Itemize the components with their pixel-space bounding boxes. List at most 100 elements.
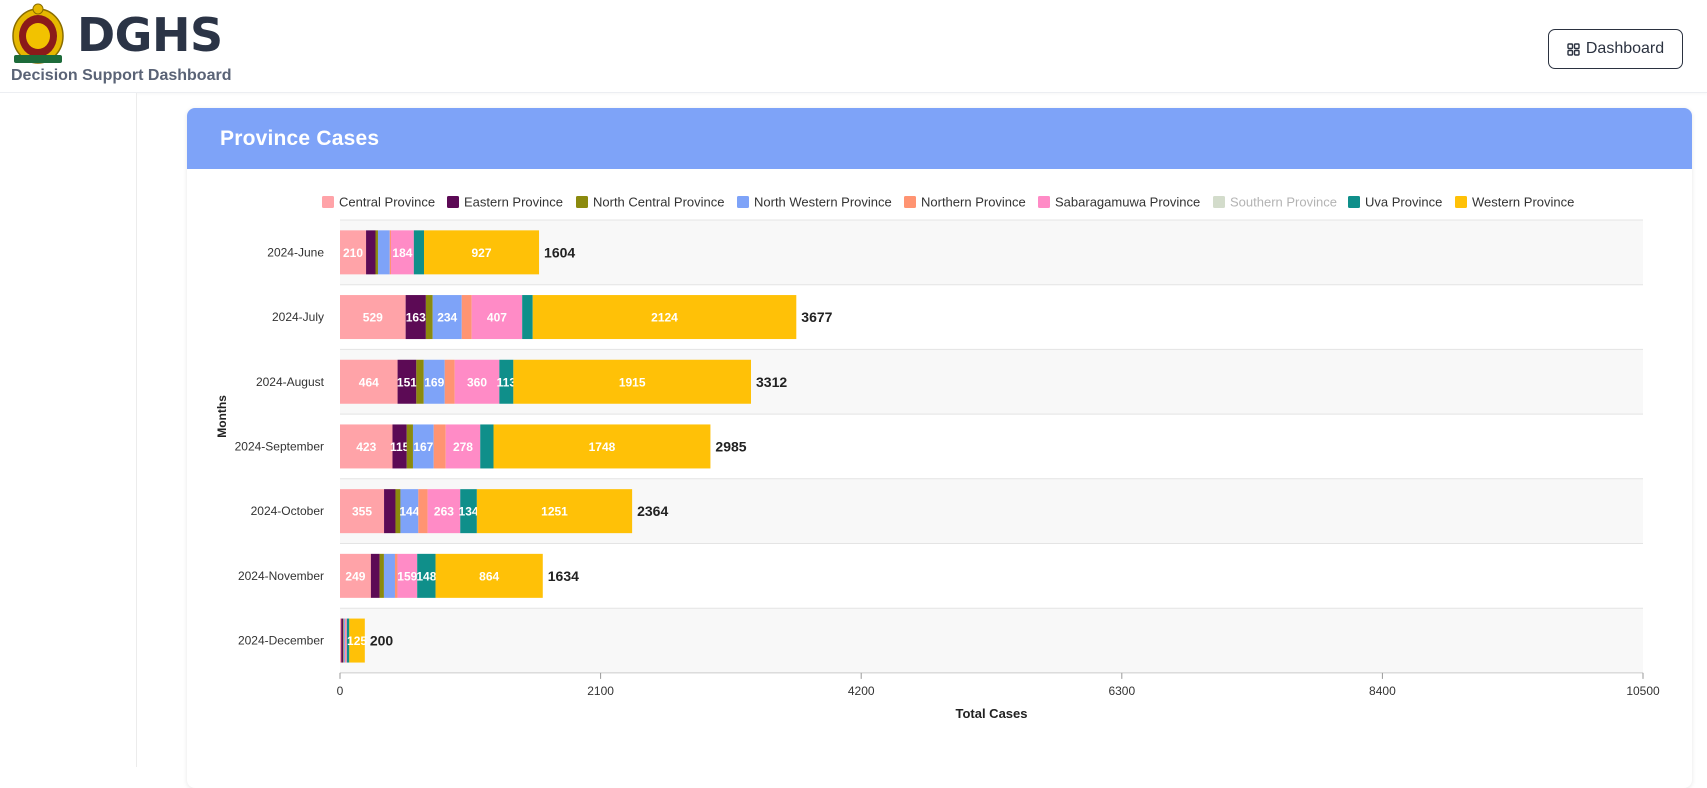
bar-segment[interactable] — [532, 295, 797, 340]
bar-value-label: 1251 — [541, 505, 568, 519]
x-tick-label: 10500 — [1626, 684, 1660, 698]
bar-segment[interactable] — [340, 489, 385, 534]
bar-segment[interactable] — [395, 489, 401, 534]
legend-swatch[interactable] — [576, 196, 588, 208]
legend-item-label[interactable]: Western Province — [1472, 195, 1574, 210]
bar-segment[interactable] — [435, 553, 543, 598]
bar-value-label: 355 — [352, 505, 372, 519]
bar-segment[interactable] — [384, 489, 396, 534]
bar-segment[interactable] — [340, 230, 367, 275]
bar-segment[interactable] — [423, 359, 445, 404]
bar-value-label: 464 — [359, 375, 379, 389]
bar-segment[interactable] — [461, 295, 472, 340]
bar-segment[interactable] — [493, 424, 711, 469]
bar-segment[interactable] — [370, 553, 380, 598]
bar-segment[interactable] — [416, 359, 424, 404]
brand-subtitle: Decision Support Dashboard — [11, 67, 232, 84]
bar-value-label: 234 — [437, 311, 457, 325]
legend-swatch[interactable] — [1455, 196, 1467, 208]
bar-segment[interactable] — [391, 230, 414, 275]
dashboard-button[interactable]: Dashboard — [1548, 29, 1683, 69]
bar-segment[interactable] — [340, 618, 342, 663]
bar-segment[interactable] — [383, 553, 395, 598]
bar-segment[interactable] — [377, 230, 390, 275]
bar-segment[interactable] — [417, 553, 436, 598]
bar-segment[interactable] — [499, 359, 514, 404]
bar-segment[interactable] — [344, 618, 346, 663]
bar-segment[interactable] — [476, 489, 633, 534]
bar-segment[interactable] — [460, 489, 477, 534]
legend-swatch[interactable] — [904, 196, 916, 208]
bar-segment[interactable] — [397, 553, 418, 598]
sidebar-area — [0, 93, 137, 767]
bar-segment[interactable] — [340, 553, 371, 598]
bar-segment[interactable] — [444, 359, 455, 404]
bar-segment[interactable] — [413, 230, 425, 275]
bar-segment[interactable] — [392, 424, 407, 469]
bar-segment[interactable] — [424, 230, 540, 275]
bar-segment[interactable] — [418, 489, 428, 534]
bar-segment[interactable] — [432, 295, 462, 340]
legend-item-label[interactable]: Sabaragamuwa Province — [1055, 195, 1200, 210]
bar-segment[interactable] — [340, 295, 406, 340]
legend-item-label[interactable]: North Central Province — [593, 195, 725, 210]
bar-total-label: 2364 — [637, 503, 668, 519]
legend-item-label[interactable]: Uva Province — [1365, 195, 1442, 210]
bar-segment[interactable] — [454, 359, 500, 404]
bar-value-label: 278 — [453, 440, 473, 454]
bar-value-label: 125 — [347, 634, 367, 648]
bar-segment[interactable] — [405, 295, 426, 340]
legend-item-label[interactable]: North Western Province — [754, 195, 892, 210]
bar-segment[interactable] — [412, 424, 434, 469]
legend-swatch[interactable] — [1348, 196, 1360, 208]
bar-segment[interactable] — [343, 618, 345, 663]
x-tick-label: 4200 — [848, 684, 875, 698]
bar-total-label: 2985 — [715, 438, 746, 454]
bar-segment[interactable] — [406, 424, 413, 469]
bar-segment[interactable] — [389, 230, 392, 275]
bar-segment[interactable] — [427, 489, 461, 534]
bar-segment[interactable] — [349, 618, 365, 663]
bar-segment[interactable] — [340, 359, 398, 404]
row-band — [340, 220, 1643, 285]
bar-segment[interactable] — [375, 230, 378, 275]
bar-segment[interactable] — [522, 295, 533, 340]
legend-item-label[interactable]: Northern Province — [921, 195, 1026, 210]
bar-segment[interactable] — [425, 295, 433, 340]
bar-segment[interactable] — [394, 553, 398, 598]
legend-swatch[interactable] — [447, 196, 459, 208]
brand-title: DGHS — [77, 8, 223, 62]
legend-item-label[interactable]: Eastern Province — [464, 195, 563, 210]
legend-swatch[interactable] — [322, 196, 334, 208]
legend-item-label[interactable]: Central Province — [339, 195, 435, 210]
bar-value-label: 163 — [406, 311, 426, 325]
bar-segment[interactable] — [445, 424, 481, 469]
legend-swatch[interactable] — [737, 196, 749, 208]
bar-segment[interactable] — [400, 489, 419, 534]
bar-segment[interactable] — [480, 424, 494, 469]
bar-segment[interactable] — [397, 359, 417, 404]
row-band — [340, 608, 1643, 673]
bar-segment[interactable] — [340, 424, 393, 469]
bar-segment[interactable] — [343, 618, 344, 663]
dghs-emblem-icon — [12, 3, 64, 64]
bar-value-label: 249 — [345, 569, 365, 583]
bar-segment[interactable] — [379, 553, 384, 598]
bar-value-label: 169 — [424, 375, 444, 389]
bar-segment[interactable] — [345, 618, 347, 663]
bar-segment[interactable] — [513, 359, 752, 404]
bar-value-label: 360 — [467, 375, 487, 389]
legend-item-label[interactable]: Southern Province — [1230, 195, 1337, 210]
bar-segment[interactable] — [341, 618, 344, 663]
bar-value-label: 115 — [390, 440, 410, 454]
province-cases-chart: 0 2100 4200 6300 8400 10500 Total Cases Months 2… — [215, 195, 1660, 721]
bar-segment[interactable] — [346, 618, 350, 663]
bar-segment[interactable] — [366, 230, 376, 275]
bar-segment[interactable] — [433, 424, 446, 469]
bar-value-label: 2124 — [651, 311, 678, 325]
bar-segment[interactable] — [471, 295, 523, 340]
legend-swatch[interactable] — [1038, 196, 1050, 208]
legend-swatch[interactable] — [1213, 196, 1225, 208]
bar-value-label: 144 — [399, 505, 419, 519]
bar-value-label: 210 — [343, 246, 363, 260]
